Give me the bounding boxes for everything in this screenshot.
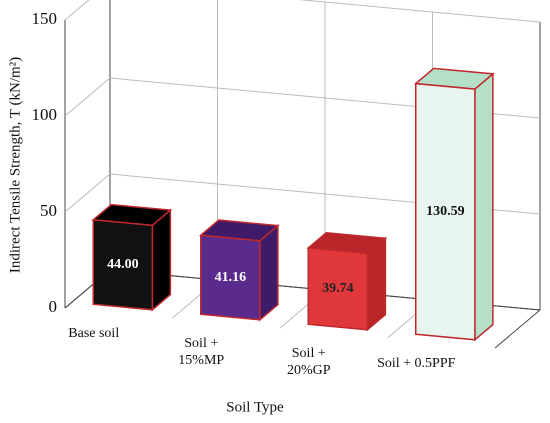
x-tick-label: Soil + 15%MP [178, 336, 225, 368]
bar-side [259, 223, 279, 322]
floor-edge [494, 309, 541, 349]
value-label: 41.16 [215, 270, 247, 285]
x-tick-label: Soil + 0.5PPF [377, 356, 456, 371]
x-axis-title: Soil Type [226, 399, 284, 415]
x-tick-label: Soil + 20%GP [286, 346, 331, 378]
value-label: 44.00 [107, 257, 139, 272]
bar-side [474, 72, 494, 342]
grid-line [64, 173, 541, 215]
x-tick-label: Base soil [68, 326, 120, 341]
grid-line [64, 0, 541, 23]
bar-front [415, 82, 476, 341]
y-tick-label: 100 [32, 105, 58, 124]
value-label: 39.74 [322, 281, 354, 296]
y-tick-label: 50 [40, 201, 57, 220]
y-tick-label: 0 [49, 297, 58, 316]
grid-line [64, 77, 541, 119]
y-tick-label: 150 [32, 9, 58, 28]
value-label: 130.59 [426, 204, 465, 219]
bar-front [200, 234, 261, 321]
bar-front [307, 247, 369, 331]
y-axis-title: Indirect Tensile Strength, T (kN/m²) [7, 57, 23, 273]
bar-side [151, 208, 172, 312]
bar-front [92, 218, 154, 311]
